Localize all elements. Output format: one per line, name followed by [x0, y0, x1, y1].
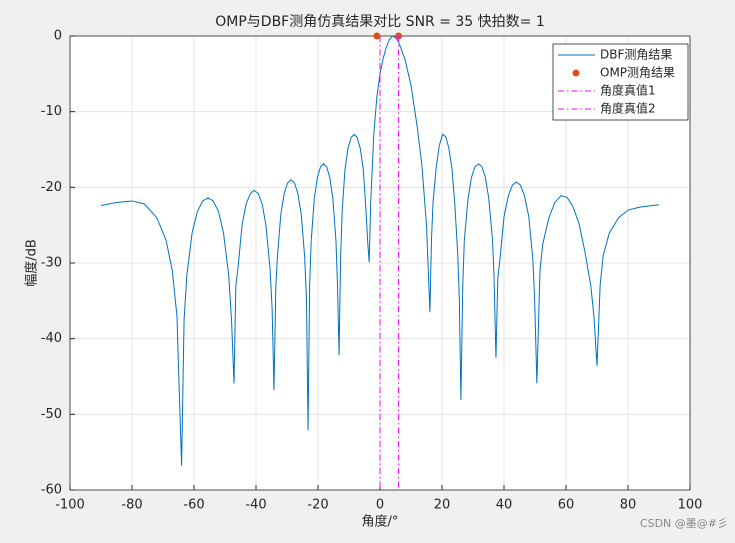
x-tick-label: 80	[620, 498, 637, 513]
y-axis-label: 幅度/dB	[24, 239, 40, 287]
x-tick-label: -20	[307, 498, 328, 513]
x-tick-label: 0	[376, 498, 384, 513]
x-tick-label: 60	[558, 498, 575, 513]
legend-label: 角度真值2	[600, 101, 656, 116]
x-tick-label: -60	[183, 498, 204, 513]
data-point	[373, 32, 381, 40]
y-tick-label: -50	[41, 407, 62, 422]
watermark: CSDN @墨@#彡	[640, 517, 728, 530]
x-tick-label: 20	[434, 498, 451, 513]
x-tick-label: -80	[121, 498, 142, 513]
y-tick-label: -10	[41, 104, 62, 119]
x-tick-label: 40	[496, 498, 513, 513]
legend-label: DBF测角结果	[600, 48, 672, 62]
legend-box	[552, 43, 689, 121]
y-tick-label: -40	[41, 331, 62, 346]
x-tick-label: -100	[55, 498, 85, 513]
x-tick-label: -40	[245, 498, 266, 513]
legend-label: OMP测角结果	[600, 66, 675, 80]
y-tick-label: -20	[41, 180, 62, 195]
legend-label: 角度真值1	[600, 83, 656, 98]
y-tick-label: 0	[54, 29, 62, 44]
chart-title: OMP与DBF测角仿真结果对比 SNR = 35 快拍数= 1	[215, 14, 545, 30]
legend-marker	[572, 69, 580, 77]
y-tick-label: -30	[41, 256, 62, 271]
y-tick-label: -60	[41, 483, 62, 498]
data-line	[100, 35, 660, 466]
x-tick-label: 100	[678, 498, 703, 513]
x-axis-label: 角度/°	[362, 514, 399, 530]
